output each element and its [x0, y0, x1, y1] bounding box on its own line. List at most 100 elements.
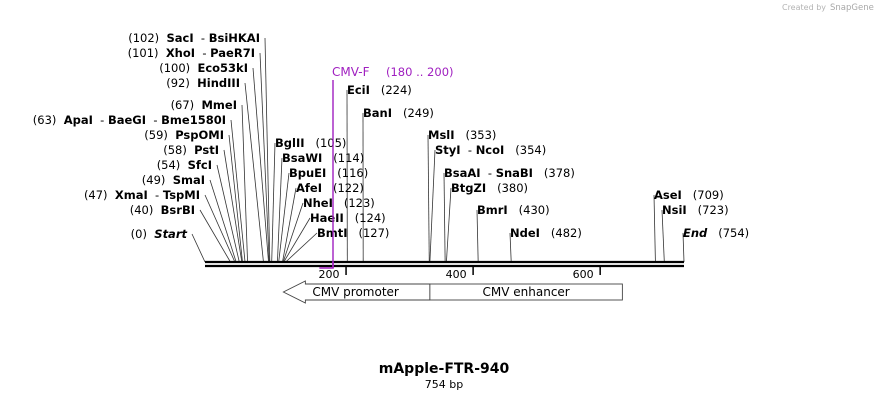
feature-shape-cmv-enhancer	[429, 283, 623, 301]
site-label-xhoi[interactable]: (101) XhoI - PaeR7I	[128, 46, 255, 60]
site-pspomi[interactable]: (59) PspOMI	[144, 128, 224, 142]
site-start[interactable]: (0) Start	[131, 227, 188, 241]
site-line-eco53ki	[252, 67, 269, 263]
site-label-end[interactable]: End (754)	[683, 226, 749, 240]
site-label-bani[interactable]: BanI (249)	[363, 106, 434, 120]
site-line-haeii	[283, 217, 311, 263]
site-ndei[interactable]: NdeI (482)	[510, 226, 582, 240]
primer-range: (180 .. 200)	[386, 65, 454, 79]
primer-name[interactable]: CMV-F	[332, 65, 370, 79]
site-label-mmei[interactable]: (67) MmeI	[171, 98, 237, 112]
site-label-hindiii[interactable]: (92) HindIII	[166, 76, 240, 90]
site-xhoi[interactable]: (101) XhoI - PaeR7I	[128, 46, 255, 60]
ruler-tick-label-400: 400	[446, 268, 467, 281]
site-label-styi[interactable]: StyI - NcoI (354)	[435, 143, 546, 157]
site-line-styi	[429, 149, 436, 263]
site-afei[interactable]: AfeI (122)	[296, 181, 364, 195]
site-end[interactable]: End (754)	[683, 226, 749, 240]
site-label-sfci[interactable]: (54) SfcI	[157, 158, 212, 172]
site-label-ecii[interactable]: EciI (224)	[347, 83, 412, 97]
site-line-sfci	[216, 164, 240, 263]
plasmid-title: mApple-FTR-940	[379, 361, 510, 377]
site-label-saci[interactable]: (102) SacI - BsiHKAI	[128, 31, 260, 45]
site-line-mmei	[241, 104, 248, 263]
feature-cmv-enhancer[interactable]: CMV enhancer	[429, 283, 623, 301]
site-line-bpuei	[278, 172, 290, 263]
site-bmti[interactable]: BmtI (127)	[317, 226, 389, 240]
site-label-bmri[interactable]: BmrI (430)	[477, 203, 550, 217]
site-label-bsrbi[interactable]: (40) BsrBI	[130, 203, 195, 217]
site-sfci[interactable]: (54) SfcI	[157, 158, 212, 172]
site-line-nhei	[282, 202, 304, 263]
site-nsii[interactable]: NsiI (723)	[662, 203, 729, 217]
site-styi[interactable]: StyI - NcoI (354)	[435, 143, 546, 157]
site-bsawi[interactable]: BsaWI (114)	[282, 151, 364, 165]
plasmid-length: 754 bp	[425, 378, 463, 391]
site-line-saci	[264, 37, 271, 263]
site-label-msli[interactable]: MslI (353)	[428, 128, 496, 142]
site-ecii[interactable]: EciI (224)	[347, 83, 412, 97]
site-line-bsaai	[443, 172, 446, 263]
site-eco53ki[interactable]: (100) Eco53kI	[159, 61, 248, 75]
site-smai[interactable]: (49) SmaI	[142, 173, 205, 187]
site-label-xmai[interactable]: (47) XmaI - TspMI	[84, 188, 200, 202]
site-label-eco53ki[interactable]: (100) Eco53kI	[159, 61, 248, 75]
site-line-hindiii	[244, 82, 264, 263]
site-label-bmti[interactable]: BmtI (127)	[317, 226, 389, 240]
site-xmai[interactable]: (47) XmaI - TspMI	[84, 188, 200, 202]
site-label-apai[interactable]: (63) ApaI - BaeGI - Bme1580I	[33, 113, 226, 127]
site-bsaai[interactable]: BsaAI - SnaBI (378)	[444, 166, 575, 180]
site-hindiii[interactable]: (92) HindIII	[166, 76, 240, 90]
site-bani[interactable]: BanI (249)	[363, 106, 434, 120]
watermark-prefix: Created by	[782, 3, 826, 12]
site-labels: (102) SacI - BsiHKAI(101) XhoI - PaeR7I(…	[33, 31, 749, 241]
site-label-psti[interactable]: (58) PstI	[163, 143, 219, 157]
site-apai[interactable]: (63) ApaI - BaeGI - Bme1580I	[33, 113, 226, 127]
site-btgzi[interactable]: BtgZI (380)	[451, 181, 528, 195]
site-label-btgzi[interactable]: BtgZI (380)	[451, 181, 528, 195]
site-label-start[interactable]: (0) Start	[131, 227, 188, 241]
feature-cmv-promoter[interactable]: CMV promoter	[282, 280, 431, 304]
site-haeii[interactable]: HaeII (124)	[310, 211, 386, 225]
site-label-ndei[interactable]: NdeI (482)	[510, 226, 582, 240]
site-label-bpuei[interactable]: BpuEI (116)	[289, 166, 368, 180]
site-line-btgzi	[446, 187, 452, 263]
site-label-bsawi[interactable]: BsaWI (114)	[282, 151, 364, 165]
watermark-brand: SnapGene	[830, 3, 874, 13]
site-label-nhei[interactable]: NheI (123)	[303, 196, 375, 210]
site-line-bglii	[271, 142, 276, 263]
site-bglii[interactable]: BglII (105)	[275, 136, 346, 150]
primer-cmv-f[interactable]: CMV-F (180 .. 200)	[319, 65, 454, 269]
site-line-smai	[209, 179, 237, 263]
feature-label-cmv-promoter[interactable]: CMV promoter	[312, 285, 399, 299]
site-bsrbi[interactable]: (40) BsrBI	[130, 203, 195, 217]
site-line-start	[191, 233, 206, 263]
site-bmri[interactable]: BmrI (430)	[477, 203, 550, 217]
site-line-bsrbi	[199, 209, 231, 263]
site-label-smai[interactable]: (49) SmaI	[142, 173, 205, 187]
site-saci[interactable]: (102) SacI - BsiHKAI	[128, 31, 260, 45]
site-label-afei[interactable]: AfeI (122)	[296, 181, 364, 195]
site-line-apai	[230, 119, 246, 263]
site-line-end	[682, 232, 685, 263]
ruler-tick-label-600: 600	[573, 268, 594, 281]
site-nhei[interactable]: NheI (123)	[303, 196, 375, 210]
site-label-nsii[interactable]: NsiI (723)	[662, 203, 729, 217]
site-label-bsaai[interactable]: BsaAI - SnaBI (378)	[444, 166, 575, 180]
site-asei[interactable]: AseI (709)	[654, 188, 724, 202]
site-mmei[interactable]: (67) MmeI	[171, 98, 237, 112]
ruler-ticks: 200 400 600	[319, 267, 601, 281]
site-label-bglii[interactable]: BglII (105)	[275, 136, 346, 150]
site-label-haeii[interactable]: HaeII (124)	[310, 211, 386, 225]
site-line-xmai	[204, 194, 236, 263]
site-psti[interactable]: (58) PstI	[163, 143, 219, 157]
site-line-xhoi	[259, 52, 270, 263]
sequence-backbone	[205, 260, 684, 268]
site-label-asei[interactable]: AseI (709)	[654, 188, 724, 202]
site-bpuei[interactable]: BpuEI (116)	[289, 166, 368, 180]
site-line-psti	[223, 149, 243, 263]
site-label-pspomi[interactable]: (59) PspOMI	[144, 128, 224, 142]
site-msli[interactable]: MslI (353)	[428, 128, 496, 142]
feature-label-cmv-enhancer[interactable]: CMV enhancer	[483, 285, 570, 299]
